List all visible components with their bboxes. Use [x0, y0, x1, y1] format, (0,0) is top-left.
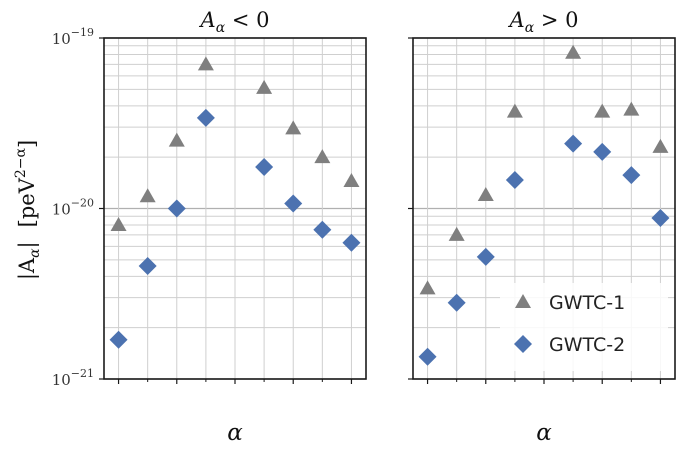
gwtc1-point: [197, 56, 214, 71]
panel-title-rel: > 0: [534, 8, 578, 32]
y-tick-exponent: −21: [71, 367, 94, 380]
gwtc2-point: [564, 134, 583, 153]
gwtc2-point: [167, 199, 186, 218]
gwtc2-point: [447, 293, 466, 312]
legend-triangle-icon: [515, 294, 531, 308]
gwtc1-point: [477, 186, 494, 201]
gwtc2-point: [622, 166, 641, 185]
y-tick-label: 10−20: [52, 197, 94, 219]
x-axis-label: α: [536, 420, 552, 446]
y-label-unit-open: [peV: [15, 177, 39, 227]
gwtc1-point: [343, 172, 360, 187]
y-tick-base: 10: [52, 30, 71, 48]
panel-title-sub: α: [525, 20, 535, 36]
y-tick-exponent: −20: [71, 197, 94, 210]
y-label-abs-close: |: [15, 241, 40, 248]
gwtc1-point: [565, 44, 582, 59]
gwtc1-point: [652, 138, 669, 153]
y-tick-label: 10−21: [52, 367, 94, 389]
legend-box: [500, 283, 668, 371]
panel-title-main: A: [199, 8, 216, 32]
gwtc1-point: [448, 226, 465, 241]
panel-title: Aα > 0: [508, 8, 579, 36]
panel-title-sub: α: [216, 20, 226, 36]
gwtc1-point: [506, 103, 523, 118]
gwtc1-point: [110, 217, 127, 232]
gwtc1-point: [419, 280, 436, 295]
legend-diamond-icon: [514, 335, 532, 353]
gwtc2-point: [284, 194, 303, 213]
gwtc2-point: [255, 158, 274, 177]
legend-label: GWTC-1: [549, 292, 625, 314]
gwtc2-point: [651, 208, 670, 227]
gwtc1-point: [139, 188, 156, 203]
gwtc2-point: [342, 233, 361, 252]
gwtc1-point: [168, 132, 185, 147]
gwtc2-point: [505, 170, 524, 189]
panel-title-rel: < 0: [225, 8, 269, 32]
gwtc1-point: [594, 103, 611, 118]
legend-label: GWTC-2: [549, 334, 625, 356]
y-tick-base: 10: [52, 201, 71, 219]
panel-title-main: A: [508, 8, 525, 32]
y-tick-base: 10: [52, 371, 71, 389]
gwtc1-point: [314, 149, 331, 164]
gwtc2-point: [593, 142, 612, 161]
legend: GWTC-1 GWTC-2: [500, 283, 668, 371]
y-label-unit-sup: 2−α: [13, 147, 29, 178]
gwtc1-point: [256, 79, 273, 94]
y-label-abs: |A: [15, 257, 40, 280]
gwtc2-point: [476, 247, 495, 266]
y-label-unit-close: ]: [15, 140, 39, 148]
x-axis-label: α: [227, 420, 243, 446]
gwtc2-point: [138, 256, 157, 275]
y-tick-label: 10−19: [52, 26, 94, 48]
gwtc2-point: [109, 330, 128, 349]
panel-title: Aα < 0: [199, 8, 270, 36]
gwtc2-point: [313, 220, 332, 239]
y-tick-exponent: −19: [71, 26, 94, 39]
svg-text:|Aα|[peV2−α]: |Aα| [peV2−α]: [13, 140, 43, 280]
gwtc1-point: [285, 120, 302, 135]
y-axis-label: |Aα| [peV2−α]: [13, 140, 43, 280]
y-label-sub: α: [27, 248, 43, 258]
gwtc1-point: [623, 101, 640, 116]
gwtc2-point: [196, 108, 215, 127]
gwtc2-point: [418, 347, 437, 366]
